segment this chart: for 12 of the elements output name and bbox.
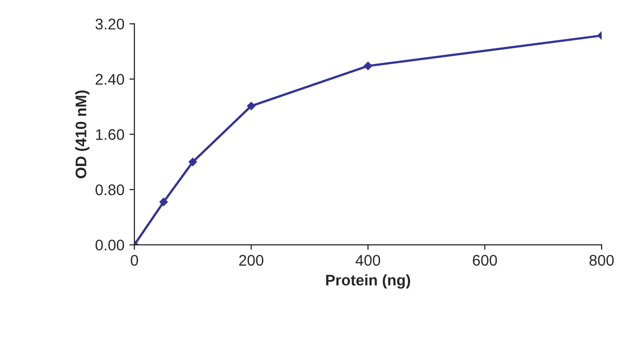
y-tick-label: 1.60 [96,129,124,140]
y-tick-label: 0.80 [96,184,124,196]
x-tick-label: 0 [130,254,138,266]
x-tick-label: 800 [590,254,614,266]
x-axis-title: Protein (ng) [326,274,410,289]
y-axis-title: OD (410 nM) [75,90,90,178]
y-tick-label: 0.00 [96,240,124,250]
x-tick-label: 200 [239,254,264,266]
x-tick-label: 600 [472,254,497,266]
x-tick-label: 400 [356,254,380,266]
y-tick-label: 2.40 [96,74,124,85]
y-tick-label: 3.20 [96,18,124,30]
